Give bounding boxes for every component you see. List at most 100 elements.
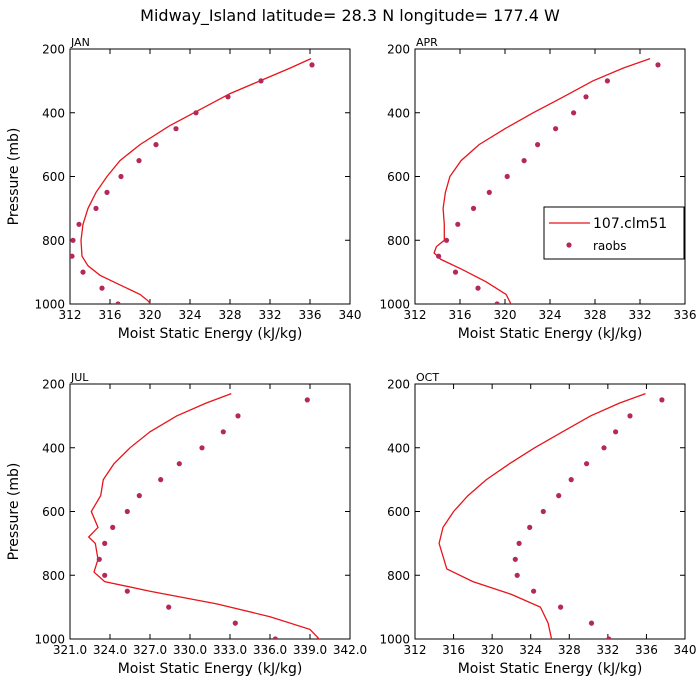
x-tick-label: 328 [558, 643, 581, 657]
x-tick-label: 320 [481, 643, 504, 657]
x-tick-label: 316 [99, 308, 122, 322]
plot-area [433, 57, 661, 304]
x-axis-label: Moist Static Energy (kJ/kg) [458, 661, 643, 677]
obs-point [220, 429, 226, 435]
obs-point [527, 524, 533, 531]
x-tick-label: 324 [539, 308, 562, 322]
obs-point [521, 158, 527, 164]
obs-point [124, 508, 130, 515]
plot-area [438, 392, 665, 639]
chart-panel-oct: OCT 312 316 320 324 328 332 336 340 200 400 600 800 1… [379, 371, 696, 677]
obs-point [512, 556, 518, 562]
obs-point [584, 461, 590, 467]
y-axis-label: Pressure (mb) [6, 128, 22, 226]
x-tick-label: 324.0 [93, 643, 127, 657]
y-tick-label: 200 [42, 43, 65, 57]
obs-point [470, 205, 477, 211]
obs-point [583, 94, 589, 100]
obs-point [99, 285, 105, 291]
obs-point [304, 397, 310, 403]
x-tick-label: 336 [635, 643, 658, 657]
obs-point [443, 237, 450, 243]
obs-point [225, 94, 231, 100]
x-tick-label: 312 [404, 643, 427, 657]
obs-point [70, 253, 75, 259]
y-axis-label: Pressure (mb) [6, 463, 22, 561]
obs-point [153, 142, 159, 148]
plot-frame [69, 383, 351, 640]
series-line-107-clm51 [438, 392, 646, 639]
y-tick-label: 800 [387, 569, 410, 583]
x-tick-label: 321.0 [53, 643, 87, 657]
y-tick-label: 400 [387, 106, 410, 120]
obs-point [176, 461, 182, 467]
obs-point [540, 508, 546, 515]
panel-title: JUL [70, 371, 89, 384]
panel-title: OCT [416, 371, 439, 384]
obs-point [627, 413, 633, 419]
obs-point [199, 445, 205, 451]
obs-point [102, 572, 108, 578]
obs-point [568, 477, 574, 483]
obs-point [118, 173, 124, 180]
chart-panel-jul: JUL 321.0 324.0 327.0 330.0 333.0 336.0 339.0 34… [6, 371, 367, 677]
y-tick-label: 400 [42, 441, 65, 455]
x-tick-label: 332 [596, 643, 619, 657]
obs-point [455, 221, 461, 227]
chart-panel-apr: APR 312 316 320 324 328 332 336 200 400 600 800 1000… [379, 36, 696, 342]
y-tick-label: 800 [42, 569, 65, 583]
obs-point [606, 636, 612, 639]
series-line-107-clm51 [87, 392, 321, 639]
panel-title: JAN [70, 36, 90, 49]
obs-point [558, 604, 564, 610]
obs-point [102, 540, 108, 547]
x-tick-label: 320 [494, 308, 517, 322]
y-tick-label: 400 [387, 441, 410, 455]
obs-point [655, 62, 661, 68]
y-tick-label: 800 [387, 234, 410, 248]
plot-area [70, 58, 315, 304]
legend-obs-label: raobs [593, 239, 627, 253]
obs-point [535, 142, 541, 148]
obs-point [613, 429, 619, 435]
obs-point [604, 78, 611, 84]
obs-point [235, 413, 241, 419]
obs-point [556, 493, 562, 499]
legend-model-label: 107.clm51 [593, 216, 667, 232]
y-tick-label: 200 [387, 43, 410, 57]
obs-point [601, 445, 607, 451]
obs-point [516, 540, 522, 547]
figure-title: Midway_Island latitude= 28.3 N longitude… [140, 6, 560, 26]
obs-point [93, 205, 99, 211]
x-tick-label: 336.0 [253, 643, 287, 657]
obs-point [110, 524, 116, 531]
x-tick-label: 324 [519, 643, 542, 657]
y-tick-label: 200 [387, 378, 410, 392]
x-tick-label: 320 [139, 308, 162, 322]
obs-point [514, 572, 520, 578]
x-tick-label: 336 [674, 308, 697, 322]
plot-frame [414, 383, 686, 640]
x-tick-label: 339.0 [293, 643, 327, 657]
obs-point [136, 158, 142, 164]
y-tick-label: 600 [42, 170, 65, 184]
x-tick-label: 316 [449, 308, 472, 322]
obs-point [531, 588, 537, 594]
obs-point [232, 620, 238, 626]
obs-point [486, 189, 492, 195]
x-tick-label: 328 [584, 308, 607, 322]
obs-point [553, 126, 559, 132]
y-tick-label: 600 [387, 170, 410, 184]
x-tick-label: 340 [339, 308, 362, 322]
x-tick-label: 312 [59, 308, 82, 322]
obs-point [436, 253, 442, 259]
y-tick-label: 600 [387, 505, 410, 519]
series-line-107-clm51 [433, 57, 651, 304]
x-tick-label: 332 [259, 308, 282, 322]
obs-point [258, 78, 264, 84]
obs-point [452, 269, 459, 275]
legend-box [543, 206, 685, 260]
y-tick-label: 200 [42, 378, 65, 392]
x-tick-label: 330.0 [173, 643, 207, 657]
